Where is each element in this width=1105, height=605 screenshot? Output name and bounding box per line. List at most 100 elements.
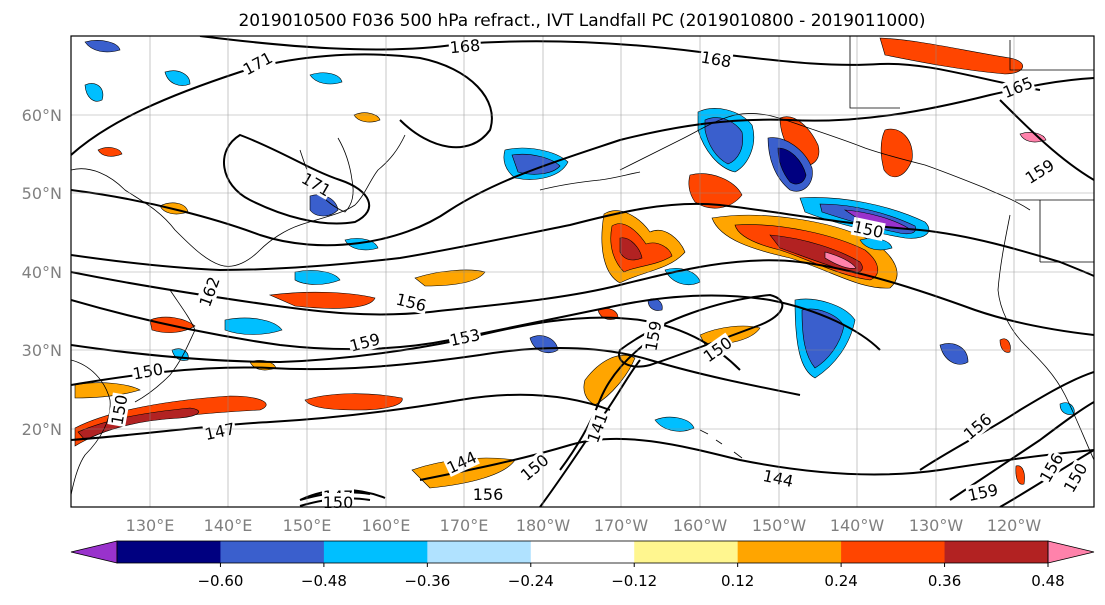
coastline-alaska (619, 113, 1031, 211)
contour-label-backing (699, 332, 736, 366)
border-alaska-canada (849, 36, 900, 109)
coastline-aleutians (539, 171, 641, 191)
colorbar-tick-label: −0.60 (197, 572, 243, 590)
contour-162 (71, 202, 1094, 277)
contour-144 (419, 437, 1094, 481)
contour-label-backing (195, 273, 223, 310)
latitude-labels: 60°N 50°N 40°N 30°N 20°N (22, 106, 62, 439)
coastline-china (71, 359, 111, 496)
contour-147 (71, 393, 611, 441)
map-frame-background (71, 36, 1094, 507)
latitude-label: 50°N (22, 184, 62, 203)
longitude-label: 140°E (204, 516, 253, 535)
contour-label-backing (965, 479, 1001, 505)
latitude-label: 40°N (22, 263, 62, 282)
contour-168-north (199, 36, 1041, 91)
longitude-label: 180°W (516, 516, 571, 535)
anomaly-patch-small-7 (1015, 465, 1025, 485)
contour-label-backing (760, 465, 796, 491)
contour-label: 144 (760, 465, 796, 491)
colorbar-outline (116, 540, 1049, 564)
colorbar-bin (427, 541, 532, 563)
graticule (71, 36, 1094, 507)
anomaly-patch-small-6 (999, 338, 1011, 353)
anomaly-patch-alaska-inland-core (704, 117, 743, 165)
contour-label-backing (999, 72, 1036, 102)
anomaly-patch-alaska-panhandle (880, 128, 913, 178)
contour-label-backing (447, 324, 483, 350)
colorbar-extend-high (1047, 540, 1095, 564)
contour-label-backing (516, 450, 553, 485)
coastline-hawaii (699, 429, 743, 459)
latitude-label: 60°N (22, 106, 62, 125)
contour-141 (559, 339, 651, 471)
map-frame-border (70, 35, 1095, 508)
contour-171-north (71, 53, 493, 156)
contour-label-backing (130, 359, 166, 383)
anomaly-patch-alaska-north (688, 173, 743, 209)
border-states (1009, 40, 1094, 263)
anomaly-patch-gulf-of-alaska-peak (824, 251, 857, 269)
contour-label: 156 (472, 485, 504, 504)
contour-165 (71, 77, 1094, 247)
longitude-label: 150°W (752, 516, 807, 535)
colorbar-tick-label: −0.36 (404, 572, 450, 590)
contour-label-backing (443, 447, 480, 478)
anomaly-patch-west-pacific-1 (294, 270, 341, 285)
map-title: 2019010500 F036 500 hPa refract., IVT La… (238, 11, 925, 31)
contour-label-backing (202, 418, 238, 444)
longitude-label: 160°E (362, 516, 411, 535)
contour-label-backing (298, 168, 335, 200)
longitude-label: 170°E (440, 516, 489, 535)
contour-159-loop (999, 99, 1094, 181)
colorbar: −0.60 −0.48 −0.36 −0.24 −0.12 0.12 0.24 0.36 0.4… (70, 540, 1095, 590)
contour-label: 150 (322, 493, 354, 512)
colorbar-bin (323, 541, 428, 563)
colorbar-bin (117, 541, 221, 563)
colorbar-bin (841, 541, 946, 563)
contour-label-backing (583, 409, 611, 446)
anomaly-patch-sea-of-okhotsk (224, 317, 283, 335)
contour-inner-lobe (618, 293, 784, 368)
longitude-label: 160°W (673, 516, 728, 535)
longitude-labels: 130°E 140°E 150°E 160°E 170°E 180°W 170°W 160°W… (126, 516, 1042, 535)
contour-label-backing (107, 392, 131, 428)
longitude-label: 140°W (830, 516, 885, 535)
colorbar-tick-label: 0.48 (1031, 572, 1064, 590)
contour-label-backing (959, 409, 996, 444)
anomaly-patch-subtropic-2 (654, 416, 695, 432)
anomaly-patch-subtropic-3 (939, 343, 969, 365)
contour-label-text: 150 (323, 493, 354, 512)
colorbar-tick-label: −0.48 (301, 572, 347, 590)
contour-label-text: 168 (449, 36, 481, 58)
contour-label: 168 (448, 35, 482, 58)
contour-label-backing (1021, 155, 1058, 188)
contour-label-backing (698, 47, 734, 71)
longitude-label: 130°E (126, 516, 175, 535)
anomaly-patch-subtropic-east (304, 393, 403, 411)
colorbar-tick-label: 0.36 (928, 572, 961, 590)
anomaly-patch-central-pacific-core (610, 223, 673, 273)
coastline-japan (134, 289, 196, 403)
colorbar-tick-label: 0.12 (721, 572, 754, 590)
contour-label: 159 (346, 329, 383, 356)
longitude-label: 170°W (594, 516, 649, 535)
anomaly-patch-north-edge-2 (84, 83, 104, 102)
latitude-label: 30°N (22, 341, 62, 360)
anomaly-patch-northwest-pacific (268, 291, 376, 309)
contour-label: 147 (202, 418, 238, 444)
anomaly-patch-central-pacific-max (619, 237, 643, 261)
contour-171-loop (223, 133, 371, 225)
contour-label-backing (641, 318, 665, 354)
colorbar-tick-label: −0.12 (611, 572, 657, 590)
contour-label: 159 (641, 318, 666, 354)
anomaly-patch-north-edge-3 (164, 70, 191, 86)
contour-label-backing (448, 35, 482, 57)
contour-label-text: 156 (473, 485, 504, 504)
anomaly-patch-small-2 (97, 147, 123, 157)
contour-label-backing (346, 329, 383, 355)
longitude-label: 150°E (283, 516, 332, 535)
refractivity-contours (71, 36, 1094, 507)
colorbar-tick-label: 0.24 (824, 572, 857, 590)
